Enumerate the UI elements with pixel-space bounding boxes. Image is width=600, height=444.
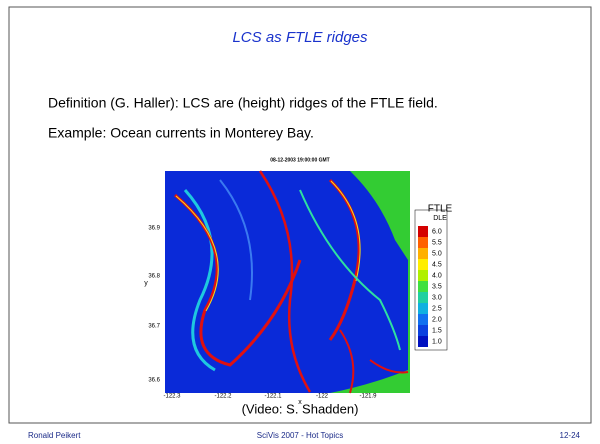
x-tick-label: -121.9 [359, 394, 377, 400]
figure-title: 08-12-2003 19:00:00 GMT [270, 157, 329, 163]
colorbar-label: 2.5 [432, 305, 442, 312]
colorbar-label: 2.0 [432, 316, 442, 323]
caption: (Video: S. Shadden) [242, 401, 359, 416]
colorbar-title: FTLE [428, 204, 453, 215]
colorbar-label: 4.5 [432, 261, 442, 268]
colorbar-label: 1.0 [432, 338, 442, 345]
colorbar-label: 5.0 [432, 250, 442, 257]
colorbar-subtitle: DLE [433, 215, 447, 222]
text-line: Definition (G. Haller): LCS are (height)… [48, 95, 438, 111]
slide-title: LCS as FTLE ridges [232, 29, 368, 46]
footer-left: Ronald Peikert [28, 431, 81, 440]
colorbar [415, 210, 447, 350]
footer-right: 12-24 [560, 431, 581, 440]
y-tick-label: 36.9 [148, 226, 160, 232]
x-tick-label: -122 [316, 394, 329, 400]
colorbar-label: 3.5 [432, 283, 442, 290]
colorbar-label: 6.0 [432, 228, 442, 235]
y-tick-label: 36.6 [148, 378, 160, 384]
colorbar-label: 5.5 [432, 239, 442, 246]
colorbar-label: 1.5 [432, 327, 442, 334]
colorbar-label: 3.0 [432, 294, 442, 301]
footer-center: SciVis 2007 - Hot Topics [257, 431, 343, 440]
x-tick-label: -122.2 [214, 394, 232, 400]
colorbar-label: 4.0 [432, 272, 442, 279]
slide: LCS as FTLE ridges Definition (G. Haller… [0, 0, 600, 444]
x-tick-label: -122.1 [264, 394, 282, 400]
y-label: y [144, 280, 148, 287]
y-tick-label: 36.7 [148, 324, 160, 330]
text-line: Example: Ocean currents in Monterey Bay. [48, 125, 314, 141]
y-tick-label: 36.8 [148, 274, 160, 280]
ftle-image [165, 171, 410, 393]
x-tick-label: -122.3 [163, 394, 181, 400]
